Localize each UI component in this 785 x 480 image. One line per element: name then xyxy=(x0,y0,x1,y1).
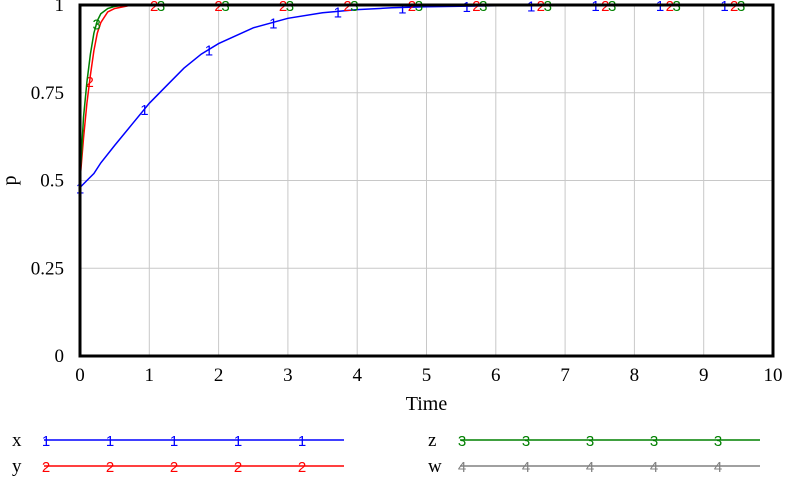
legend-marker-y: 2 xyxy=(298,459,306,476)
x-tick-label: 5 xyxy=(422,365,432,386)
series-marker-x: 1 xyxy=(591,0,599,15)
legend-marker-x: 1 xyxy=(298,433,306,450)
legend-marker-x: 1 xyxy=(42,433,50,450)
x-tick-label: 1 xyxy=(145,365,155,386)
series-marker-x: 1 xyxy=(140,102,148,119)
legend-label-x: x xyxy=(12,430,22,451)
series-marker-y: 2 xyxy=(666,0,674,15)
grid xyxy=(79,4,774,357)
series-marker-y: 2 xyxy=(214,0,222,15)
y-axis-label: p xyxy=(0,176,21,186)
series-marker-z: 3 xyxy=(479,0,487,15)
series-marker-z: 3 xyxy=(673,0,681,15)
series-marker-y: 2 xyxy=(150,0,158,15)
legend: x 1 1 1 1 1y 2 2 2 2 2z 3 3 3 3 3w 4 4 4 4 4 xyxy=(12,430,760,477)
series-marker-z: 3 xyxy=(544,0,552,15)
plot-frame xyxy=(78,3,775,358)
series-marker-x: 1 xyxy=(656,0,664,15)
series-marker-x: 1 xyxy=(205,43,213,60)
series-marker-y: 2 xyxy=(279,0,287,15)
legend-marker-z: 3 xyxy=(458,433,466,450)
legend-marker-z: 3 xyxy=(650,433,658,450)
legend-marker-z: 3 xyxy=(522,433,530,450)
legend-label-y: y xyxy=(12,456,22,477)
series-marker-y: 2 xyxy=(408,0,416,15)
series-marker-x: 1 xyxy=(463,0,471,16)
series-marker-y: 2 xyxy=(537,0,545,15)
legend-marker-x: 1 xyxy=(170,433,178,450)
series-marker-x: 1 xyxy=(398,0,406,17)
x-tick-label: 8 xyxy=(630,365,640,386)
legend-label-w: w xyxy=(428,456,442,477)
series-marker-z: 3 xyxy=(608,0,616,15)
legend-marker-y: 2 xyxy=(106,459,114,476)
x-tick-label: 7 xyxy=(560,365,570,386)
legend-marker-x: 1 xyxy=(234,433,242,450)
x-tick-label: 2 xyxy=(214,365,224,386)
y-tick-label: 1 xyxy=(55,0,65,16)
series-marker-y: 2 xyxy=(343,0,351,15)
series-marker-y: 2 xyxy=(601,0,609,15)
series-marker-z: 3 xyxy=(286,0,294,15)
series-marker-z: 3 xyxy=(92,16,100,33)
legend-label-z: z xyxy=(428,430,436,451)
x-tick-label: 4 xyxy=(352,365,362,386)
series-marker-x: 1 xyxy=(527,0,535,16)
series-marker-y: 2 xyxy=(730,0,738,15)
y-tick-label: 0.5 xyxy=(40,171,64,192)
x-tick-label: 0 xyxy=(75,365,85,386)
x-axis-label: Time xyxy=(406,393,448,415)
legend-marker-y: 2 xyxy=(170,459,178,476)
series-marker-x: 1 xyxy=(334,4,342,21)
series-marker-x: 1 xyxy=(269,15,277,32)
series-marker-z: 3 xyxy=(157,0,165,15)
legend-marker-w: 4 xyxy=(458,459,466,476)
legend-marker-w: 4 xyxy=(522,459,530,476)
series-marker-y: 2 xyxy=(472,0,480,15)
legend-marker-y: 2 xyxy=(42,459,50,476)
series-marker-x: 1 xyxy=(720,0,728,15)
series-marker-z: 3 xyxy=(415,0,423,15)
x-tick-label: 3 xyxy=(283,365,293,386)
legend-marker-z: 3 xyxy=(714,433,722,450)
series-marker-z: 3 xyxy=(737,0,745,15)
x-tick-label: 10 xyxy=(764,365,783,386)
x-tick-label: 9 xyxy=(699,365,709,386)
series-marker-z: 3 xyxy=(221,0,229,15)
y-tick-label: 0.75 xyxy=(31,83,64,104)
series-marker-z: 3 xyxy=(350,0,358,15)
y-tick-labels: 0 0.25 0.5 0.75 1 xyxy=(31,0,64,367)
series-marker-y: 2 xyxy=(86,74,94,91)
legend-marker-w: 4 xyxy=(714,459,722,476)
legend-marker-z: 3 xyxy=(586,433,594,450)
legend-marker-x: 1 xyxy=(106,433,114,450)
y-tick-label: 0 xyxy=(55,346,65,367)
legend-marker-w: 4 xyxy=(586,459,594,476)
legend-marker-y: 2 xyxy=(234,459,242,476)
y-tick-label: 0.25 xyxy=(31,258,64,279)
legend-marker-w: 4 xyxy=(650,459,658,476)
x-tick-label: 6 xyxy=(491,365,501,386)
x-tick-labels: 0 1 2 3 4 5 6 7 8 9 10 xyxy=(75,365,782,386)
